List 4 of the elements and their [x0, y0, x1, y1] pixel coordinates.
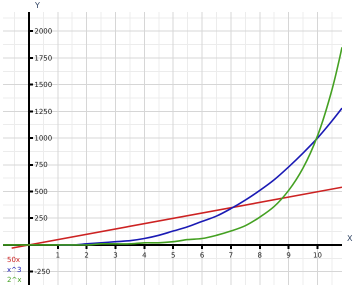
y-axis-title: Y — [34, 1, 40, 10]
x-axis-title: X — [347, 234, 353, 243]
line-series — [57, 107, 342, 246]
line-series — [3, 46, 342, 246]
